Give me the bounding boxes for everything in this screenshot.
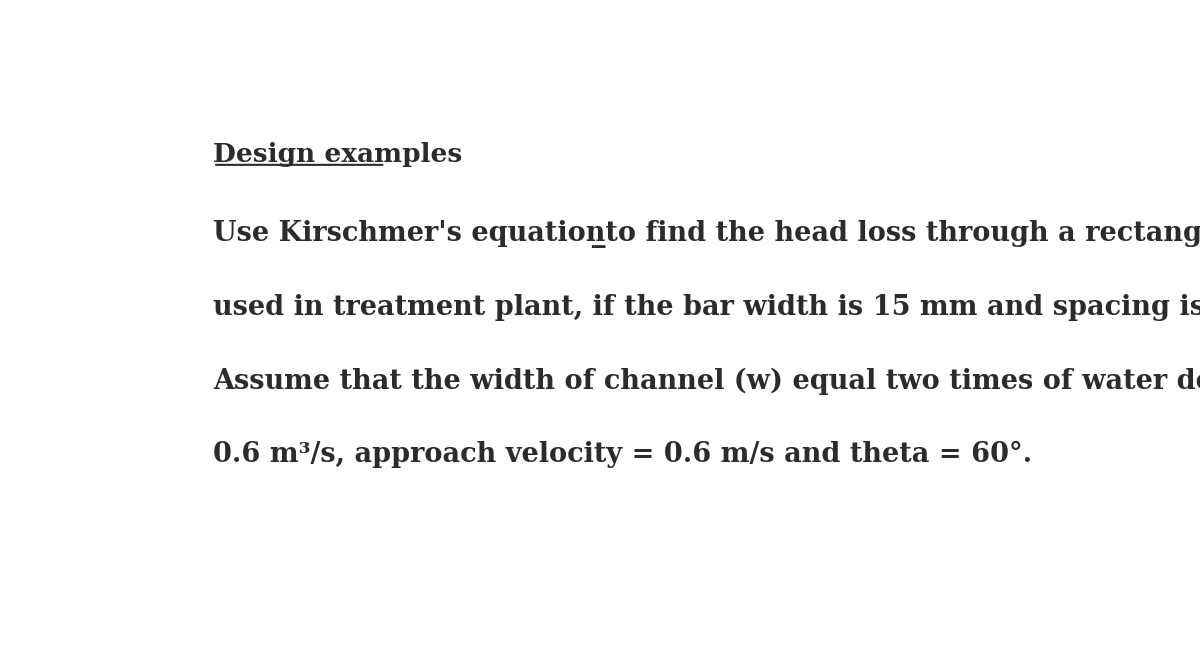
Text: used in treatment plant, if the bar width is 15 mm and spacing is 25 mm.: used in treatment plant, if the bar widt… <box>214 294 1200 321</box>
Text: Use Kirschmer's equation̲to find the head loss through a rectangular bar screen: Use Kirschmer's equation̲to find the hea… <box>214 221 1200 248</box>
Text: Assume that the width of channel (w) equal two times of water depth. Use Q =: Assume that the width of channel (w) equ… <box>214 367 1200 395</box>
Text: Design examples: Design examples <box>214 142 462 167</box>
Text: 0.6 m³/s, approach velocity = 0.6 m/s and theta = 60°.: 0.6 m³/s, approach velocity = 0.6 m/s an… <box>214 441 1032 468</box>
